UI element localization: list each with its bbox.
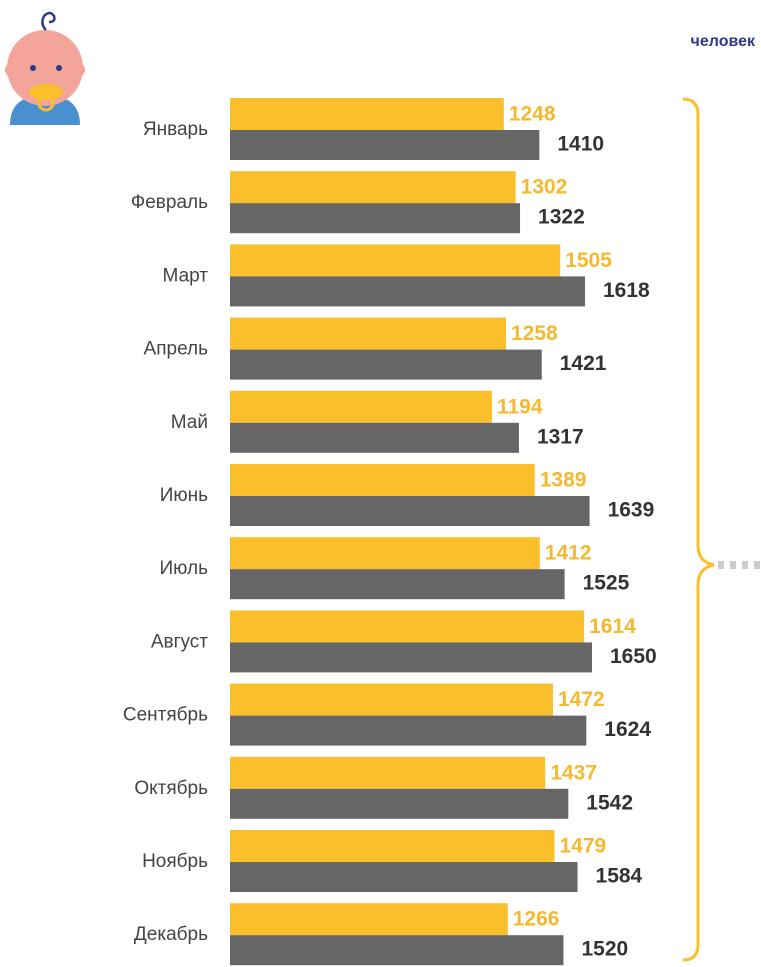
y-tick-label: Октябрь xyxy=(134,778,208,799)
y-tick-label: Декабрь xyxy=(134,924,208,945)
bar xyxy=(230,757,545,789)
bar xyxy=(230,716,586,746)
y-tick-label: Июль xyxy=(160,558,209,579)
y-tick-label: Февраль xyxy=(131,192,208,213)
data-label: 1542 xyxy=(586,791,633,814)
bar xyxy=(230,171,516,203)
chart: человек Январь 12481410 Февраль 1302 1322 Мар… xyxy=(0,0,761,967)
bar xyxy=(230,569,565,599)
data-label: 1520 xyxy=(581,938,628,961)
data-label: 1266 xyxy=(513,908,560,931)
data-label: 1437 xyxy=(550,761,597,784)
bar xyxy=(230,464,535,496)
bar xyxy=(230,610,584,642)
data-label: 1479 xyxy=(559,835,606,858)
bar xyxy=(230,537,540,569)
y-tick-label: Сентябрь xyxy=(123,705,208,726)
data-label: 1472 xyxy=(558,688,605,711)
data-label: 1412 xyxy=(545,542,592,565)
data-label: 1248 xyxy=(509,103,556,126)
data-label: 1614 xyxy=(589,615,636,638)
chart-title: человек xyxy=(691,33,756,50)
y-tick-label: Март xyxy=(163,265,209,286)
bar xyxy=(230,903,508,935)
data-label: 1639 xyxy=(608,499,655,522)
bar xyxy=(230,350,542,380)
bar xyxy=(230,423,519,453)
bar xyxy=(230,130,539,160)
data-label: 1525 xyxy=(583,572,630,595)
data-label: 1302 xyxy=(521,176,568,199)
y-tick-label: Ноябрь xyxy=(142,851,208,872)
bar xyxy=(230,789,568,819)
data-label: 1618 xyxy=(603,279,650,302)
data-label: 1322 xyxy=(538,206,585,229)
y-tick-label: Апрель xyxy=(144,339,209,360)
bar xyxy=(230,318,506,350)
data-label: 1650 xyxy=(610,645,657,668)
bar xyxy=(230,391,492,423)
bar xyxy=(230,830,554,862)
y-tick-label: Июнь xyxy=(160,485,208,506)
y-tick-label: Август xyxy=(151,631,208,652)
data-label: 1194 xyxy=(497,395,543,418)
y-tick-label: Май xyxy=(171,412,208,433)
bar xyxy=(230,98,504,130)
data-label: 1258 xyxy=(511,322,558,345)
data-label: 1389 xyxy=(540,469,587,492)
bar xyxy=(230,496,590,526)
data-label: 1410 xyxy=(557,133,604,156)
y-tick-label: Январь xyxy=(143,119,208,140)
data-label: 1584 xyxy=(596,865,643,888)
bar xyxy=(230,684,553,716)
bar xyxy=(230,935,563,965)
bar xyxy=(230,244,560,276)
baby-icon xyxy=(5,13,85,125)
data-label: 1505 xyxy=(565,249,612,272)
bar xyxy=(230,276,585,306)
brace xyxy=(683,99,761,960)
data-label: 1421 xyxy=(560,352,607,375)
bar xyxy=(230,642,592,672)
data-label: 1624 xyxy=(604,718,651,741)
bar xyxy=(230,862,578,892)
data-label: 1317 xyxy=(537,425,584,448)
bar xyxy=(230,203,520,233)
